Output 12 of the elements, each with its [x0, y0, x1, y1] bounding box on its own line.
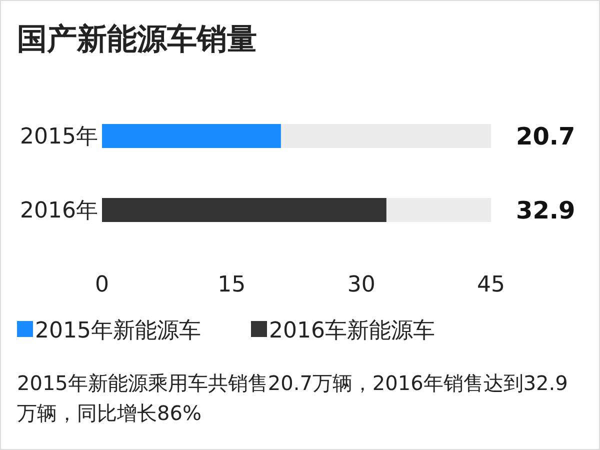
- legend-label: 2016车新能源车: [269, 318, 435, 344]
- x-tick-label: 30: [347, 272, 376, 298]
- text: 32.9: [516, 196, 576, 224]
- chart-title: 国产新能源车销量: [17, 22, 257, 57]
- legend-label: 2015年新能源车: [35, 318, 201, 344]
- text: 20.7: [516, 122, 576, 150]
- x-tick-label: 15: [218, 272, 246, 298]
- text: 2015年新能源乘用车共销售20.7万辆，2016年销售达到32.9万辆，同比增长86%: [17, 370, 569, 427]
- x-tick-label: 45: [477, 272, 505, 298]
- y-tick-label: 2016年: [20, 198, 98, 224]
- y-tick-label: 2015年: [20, 124, 98, 150]
- x-tick-label: 0: [95, 272, 109, 298]
